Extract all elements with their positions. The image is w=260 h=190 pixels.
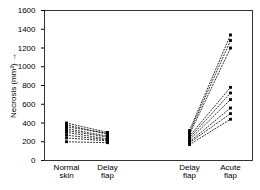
svg-text:Normalskin: Normalskin — [54, 163, 80, 180]
svg-text:Necrosis (mm²) →: Necrosis (mm²) → — [9, 53, 18, 118]
svg-text:Acuteflap: Acuteflap — [220, 163, 241, 180]
svg-text:Delayflap: Delayflap — [179, 163, 199, 180]
svg-text:1400: 1400 — [18, 25, 36, 34]
svg-text:400: 400 — [22, 119, 36, 128]
svg-text:1000: 1000 — [18, 62, 36, 71]
svg-text:800: 800 — [22, 81, 36, 90]
svg-text:Delayflap: Delayflap — [97, 163, 117, 180]
svg-text:1200: 1200 — [18, 44, 36, 53]
svg-text:600: 600 — [22, 100, 36, 109]
svg-text:1600: 1600 — [18, 6, 36, 15]
svg-text:0: 0 — [31, 156, 36, 165]
svg-text:200: 200 — [22, 137, 36, 146]
